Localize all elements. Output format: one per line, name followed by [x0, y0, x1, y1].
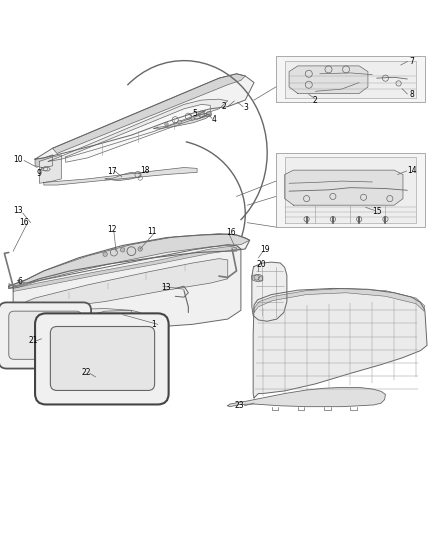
FancyBboxPatch shape [9, 311, 81, 359]
Polygon shape [48, 99, 228, 161]
Polygon shape [13, 245, 241, 329]
Polygon shape [228, 387, 385, 407]
Polygon shape [26, 309, 131, 321]
Polygon shape [254, 288, 425, 312]
Polygon shape [285, 61, 416, 98]
Text: 2: 2 [313, 95, 318, 104]
Polygon shape [276, 152, 425, 227]
Polygon shape [9, 234, 250, 288]
Polygon shape [35, 155, 53, 168]
Text: 6: 6 [18, 277, 23, 286]
Polygon shape [42, 167, 50, 171]
Polygon shape [289, 66, 368, 93]
Polygon shape [39, 155, 61, 183]
Text: 13: 13 [161, 283, 170, 292]
Circle shape [191, 117, 194, 120]
Text: 16: 16 [19, 218, 29, 227]
Circle shape [165, 123, 168, 126]
Text: 12: 12 [107, 225, 117, 234]
FancyBboxPatch shape [50, 327, 155, 391]
Text: 4: 4 [211, 115, 216, 124]
Text: 10: 10 [13, 155, 22, 164]
Text: 13: 13 [13, 206, 22, 215]
Text: 19: 19 [260, 245, 270, 254]
Polygon shape [105, 172, 140, 181]
Text: 21: 21 [28, 336, 38, 345]
FancyBboxPatch shape [35, 313, 169, 405]
Text: 16: 16 [226, 228, 236, 237]
Text: 1: 1 [151, 320, 155, 329]
Text: 2: 2 [222, 102, 226, 111]
Polygon shape [96, 310, 140, 319]
Polygon shape [252, 262, 287, 321]
Polygon shape [252, 274, 263, 282]
Text: 15: 15 [372, 207, 381, 216]
Text: 9: 9 [36, 169, 41, 178]
Circle shape [178, 120, 181, 124]
Text: 8: 8 [410, 90, 414, 99]
Polygon shape [285, 170, 403, 205]
Text: 3: 3 [244, 103, 249, 112]
Polygon shape [13, 246, 241, 292]
Circle shape [138, 247, 142, 251]
Text: 14: 14 [407, 166, 417, 175]
FancyBboxPatch shape [0, 302, 91, 368]
Polygon shape [44, 167, 197, 185]
Polygon shape [153, 113, 210, 129]
Polygon shape [26, 259, 228, 310]
Polygon shape [66, 104, 210, 162]
Text: 18: 18 [140, 166, 149, 175]
Text: 22: 22 [82, 368, 92, 377]
Polygon shape [285, 157, 416, 223]
Polygon shape [9, 233, 250, 288]
Circle shape [120, 248, 125, 252]
Text: 5: 5 [192, 109, 198, 118]
Polygon shape [276, 56, 425, 102]
Text: 7: 7 [409, 57, 414, 66]
Text: 23: 23 [234, 401, 244, 410]
Text: 11: 11 [148, 227, 157, 236]
Circle shape [103, 252, 107, 256]
Polygon shape [53, 74, 245, 154]
Polygon shape [253, 288, 427, 398]
Text: 17: 17 [107, 166, 117, 175]
Polygon shape [35, 74, 254, 159]
Text: 20: 20 [257, 260, 266, 269]
